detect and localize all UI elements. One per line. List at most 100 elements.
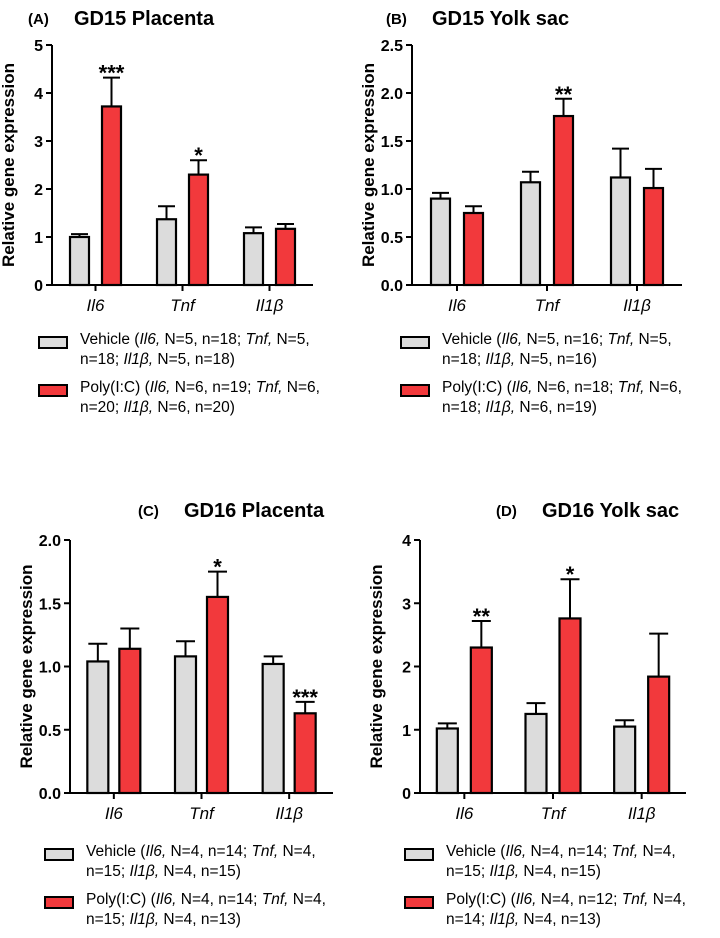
- vehicle-bar: [68, 235, 91, 287]
- legend-text-part: N=4, n=14;: [176, 891, 262, 908]
- legend-text-part: N=5, n=16): [515, 351, 597, 368]
- vehicle-bar: [86, 660, 110, 795]
- legend-text: Vehicle (Il6, N=5, n=18; Tnf, N=5, n=18; …: [80, 330, 310, 370]
- legend-text-part: N=5, n=18;: [160, 331, 246, 348]
- legend-text-part: N=4, n=15): [159, 863, 241, 880]
- legend-text-part: Vehicle (: [80, 331, 140, 348]
- legend-text-part: n=15;: [446, 863, 490, 880]
- legend-line: n=18; Il1β, N=5, n=18): [80, 350, 310, 370]
- y-tick-label: 2.0: [39, 533, 61, 550]
- significance-marker: ***: [292, 685, 318, 710]
- x-tick-label: Il1β: [275, 804, 303, 823]
- legend-text-part: N=6, n=20): [153, 399, 235, 416]
- legend-text-part: N=4, n=15): [519, 863, 601, 880]
- polyic-bar: [462, 211, 485, 287]
- significance-marker: *: [566, 562, 575, 587]
- legend-gene-name: Il1β,: [485, 399, 516, 416]
- chart-title: GD16 Yolk sac: [542, 500, 679, 522]
- legend: Vehicle ( Il6, N=5, n=18; Tnf, N=5, n=18; …: [38, 330, 338, 426]
- legend-gene-name: Tnf,: [251, 843, 279, 860]
- legend-gene-name: Il6,: [145, 843, 167, 860]
- y-axis-label: Relative gene expression: [17, 564, 36, 768]
- y-tick-label: 1.0: [381, 182, 403, 199]
- legend-text: Vehicle (Il6, N=5, n=16; Tnf, N=5, n=18; …: [442, 330, 672, 370]
- panel-label: (C): [138, 503, 159, 520]
- significance-marker: *: [213, 555, 222, 580]
- polyic-bar: [274, 227, 297, 287]
- legend-text-part: n=18;: [442, 351, 486, 368]
- legend-gene-name: Il1β,: [123, 351, 154, 368]
- legend-gene-name: Il1β,: [489, 911, 520, 928]
- legend-gene-name: Il1β,: [485, 351, 516, 368]
- legend-gene-name: Il6,: [155, 891, 177, 908]
- legend: Vehicle (Il6, N=4, n=14; Tnf, N=4, n=15; …: [44, 842, 344, 938]
- polyic-bar: [642, 186, 665, 287]
- legend-line: Vehicle (Il6, N=5, n=16; Tnf, N=5,: [442, 330, 672, 350]
- legend-swatch: [404, 848, 434, 861]
- x-tick-label: Il1β: [256, 296, 284, 315]
- legend-text-part: N=4, n=13): [519, 911, 601, 928]
- legend-entry: Vehicle (Il6, N=5, n=16; Tnf, N=5, n=18; …: [400, 330, 700, 370]
- legend-swatch: [38, 384, 68, 397]
- legend-text-part: N=5,: [272, 331, 310, 348]
- y-tick-label: 1.5: [381, 134, 403, 151]
- y-tick-label: 0.0: [381, 278, 403, 295]
- legend-text: Poly(I:C) (Il6, N=6, n=18; Tnf, N=6, n=18…: [442, 378, 682, 418]
- legend-gene-name: Il6,: [511, 379, 533, 396]
- legend-text-part: N=6, n=19): [515, 399, 597, 416]
- legend-text-part: Poly(I:C) (: [442, 379, 512, 396]
- legend-entry: Poly(I:C) (Il6, N=6, n=18; Tnf, N=6, n=18…: [400, 378, 700, 418]
- legend-text-part: N=4, n=12;: [536, 891, 622, 908]
- vehicle-bar: [173, 655, 198, 795]
- panel-label: (A): [28, 11, 49, 28]
- legend-text-part: N=4,: [278, 843, 316, 860]
- legend-text-part: N=4,: [648, 891, 686, 908]
- legend-text: Poly(I:C) (Il6, N=4, n=14; Tnf, N=4, n=15…: [86, 890, 326, 930]
- vehicle-bar: [524, 712, 548, 795]
- legend-text-part: N=4,: [288, 891, 326, 908]
- legend-text-part: N=5, n=18): [153, 351, 235, 368]
- legend-swatch: [400, 336, 430, 349]
- polyic-bar: [100, 105, 123, 287]
- legend-line: n=14; Il1β, N=4, n=13): [446, 910, 686, 930]
- legend-text-part: Vehicle (: [86, 843, 146, 860]
- polyic-bar: [469, 646, 493, 795]
- y-tick-label: 0.5: [381, 230, 403, 247]
- legend-line: Poly(I:C) (Il6, N=4, n=14; Tnf, N=4,: [86, 890, 326, 910]
- legend-gene-name: Il1β,: [129, 863, 160, 880]
- y-tick-label: 3: [402, 596, 411, 613]
- vehicle-bar: [429, 197, 452, 287]
- legend-line: Vehicle (Il6, N=4, n=14; Tnf, N=4,: [86, 842, 316, 862]
- legend-line: n=15; Il1β, N=4, n=15): [446, 862, 676, 882]
- legend: Vehicle (Il6, N=5, n=16; Tnf, N=5, n=18; …: [400, 330, 700, 426]
- legend: Vehicle (Il6, N=4, n=14; Tnf, N=4, n=15; …: [404, 842, 704, 938]
- x-tick-label: Il6: [455, 804, 474, 823]
- vehicle-bar: [609, 176, 632, 287]
- legend-swatch: [400, 384, 430, 397]
- legend-entry: Poly(I:C) (Il6, N=4, n=12; Tnf, N=4, n=14…: [404, 890, 704, 930]
- polyic-bar: [187, 173, 210, 287]
- legend-entry: Vehicle (Il6, N=4, n=14; Tnf, N=4, n=15; …: [44, 842, 344, 882]
- y-tick-label: 0.0: [39, 786, 61, 803]
- chart-title: GD16 Placenta: [184, 500, 325, 522]
- x-tick-label: Tnf: [535, 296, 562, 315]
- legend-gene-name: Tnf,: [255, 379, 283, 396]
- chart-panel-d: (D) GD16 Yolk sac Relative gene expression…: [367, 500, 686, 823]
- legend-text: Poly(I:C) (Il6, N=4, n=12; Tnf, N=4, n=14…: [446, 890, 686, 930]
- legend-text-part: n=15;: [86, 911, 130, 928]
- polyic-bar: [558, 617, 582, 795]
- y-tick-label: 1.5: [39, 596, 61, 613]
- legend-gene-name: Il6,: [149, 379, 171, 396]
- legend-gene-name: Tnf,: [261, 891, 289, 908]
- vehicle-bar: [435, 727, 459, 795]
- polyic-bar: [647, 675, 671, 795]
- x-tick-label: Il6: [105, 804, 124, 823]
- x-tick-label: Il6: [448, 296, 467, 315]
- chart-panel-a: (A) GD15 Placenta Relative gene expression…: [0, 8, 313, 315]
- legend-line: n=18; Il1β, N=6, n=19): [442, 398, 682, 418]
- chart-panel-c: (C) GD16 Placenta Relative gene expression…: [17, 500, 333, 823]
- vehicle-bar: [261, 662, 285, 795]
- vehicle-bar: [613, 725, 637, 795]
- significance-marker: **: [473, 604, 491, 629]
- legend-text-part: Poly(I:C) (: [80, 379, 150, 396]
